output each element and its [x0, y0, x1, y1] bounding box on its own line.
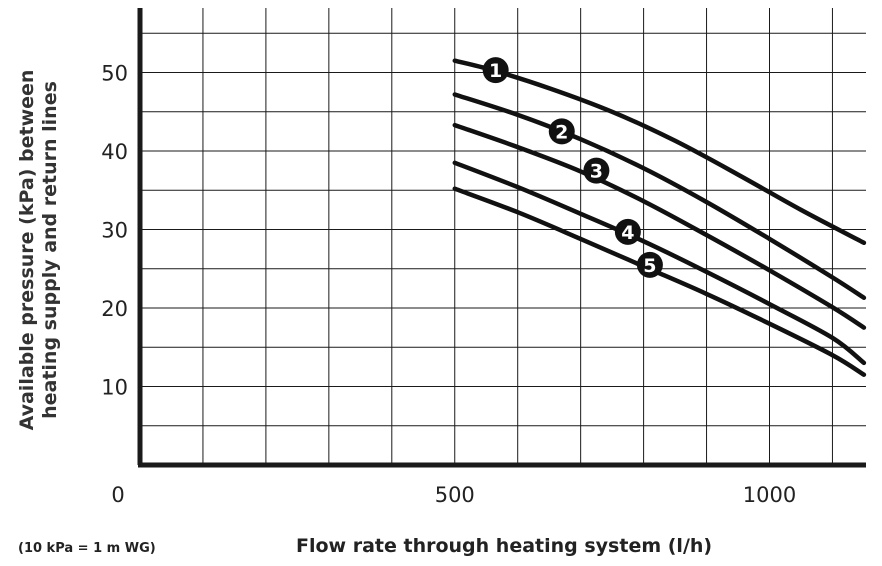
marker-circle: [614, 218, 641, 245]
x-axis-label: Flow rate through heating system (l/h): [296, 535, 712, 557]
curves: [452, 58, 867, 377]
marker-label: 4: [621, 222, 634, 244]
y-tick-label: 30: [101, 219, 128, 243]
curve-5: [452, 186, 867, 377]
marker-circle: [482, 57, 509, 84]
curve-1: [452, 58, 867, 246]
unit-note: (10 kPa = 1 m WG): [18, 541, 156, 556]
curve-marker-3: 3: [583, 157, 610, 184]
y-axis-label-line-1: Available pressure (kPa) between: [16, 70, 38, 431]
curve-2: [452, 92, 867, 301]
x-tick-label: 1000: [743, 483, 796, 507]
y-tick-label: 40: [101, 140, 128, 164]
x-tick-label: 0: [111, 483, 124, 507]
marker-label: 5: [643, 255, 656, 277]
marker-circle: [548, 118, 575, 145]
curve-4: [452, 160, 867, 366]
curve-marker-5: 5: [636, 251, 663, 278]
marker-label: 3: [590, 161, 603, 183]
grid: [140, 8, 866, 465]
axes: [137, 8, 866, 468]
y-tick-label: 10: [101, 376, 128, 400]
x-tick-label: 500: [435, 483, 475, 507]
curve-marker-4: 4: [614, 218, 641, 245]
y-axis-label-line-2: heating supply and return lines: [39, 81, 61, 419]
curve-marker-1: 1: [482, 57, 509, 84]
y-tick-label: 20: [101, 297, 128, 321]
marker-label: 2: [555, 121, 568, 143]
curve-3: [452, 122, 867, 330]
curve-marker-2: 2: [548, 118, 575, 145]
marker-circle: [636, 251, 663, 278]
y-tick-label: 50: [101, 62, 128, 86]
curve-markers: 1 23 45: [482, 57, 663, 278]
marker-label: 1: [489, 60, 502, 82]
marker-circle: [583, 157, 610, 184]
